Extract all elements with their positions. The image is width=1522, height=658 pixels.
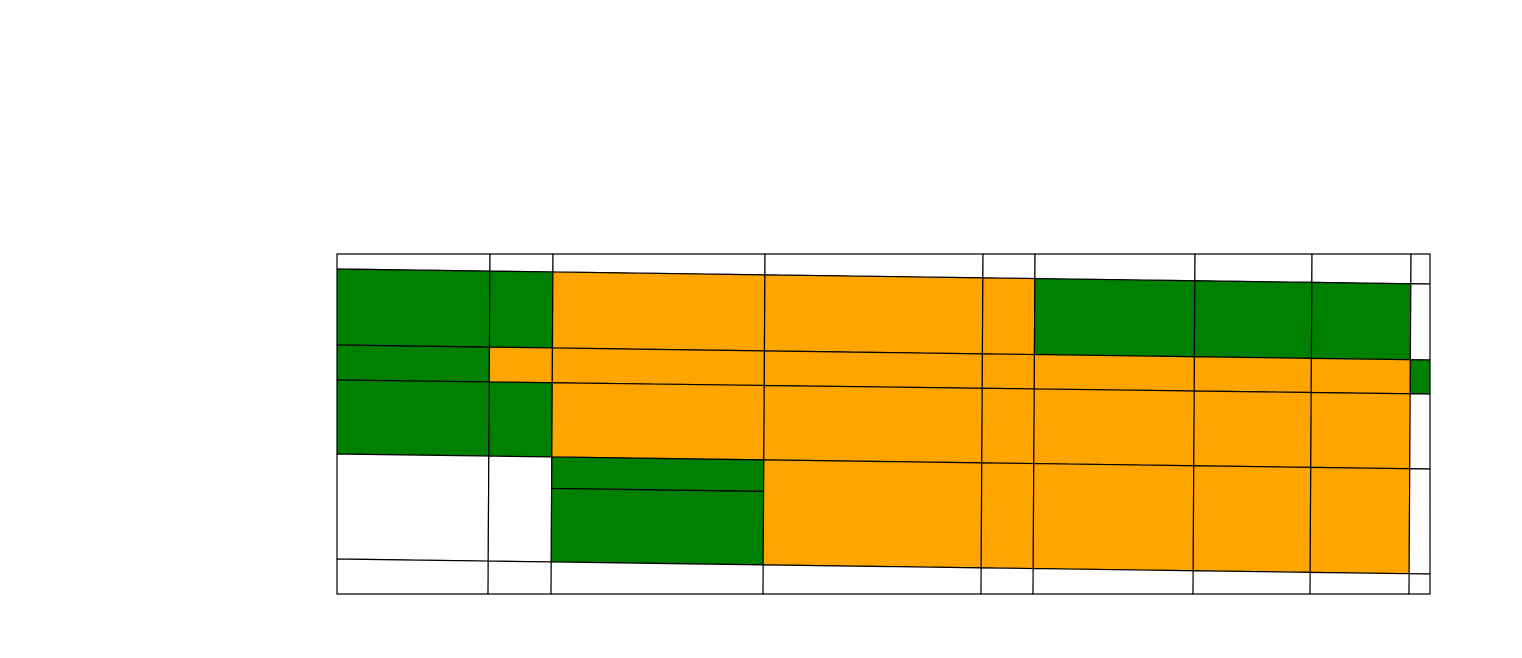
tile-r0-c8	[1410, 253, 1431, 285]
tile-r3-c2	[551, 382, 765, 461]
tile-r2-c6	[1193, 356, 1312, 394]
tile-r3-c4	[981, 387, 1035, 465]
tile-r3-c7	[1310, 391, 1411, 470]
tile-r0-c2	[552, 253, 766, 276]
tile-r4-c8	[1408, 468, 1431, 575]
tile-r4-c3	[762, 459, 983, 569]
tile-r0-c3	[764, 253, 984, 279]
tile-r4-c4	[980, 462, 1035, 570]
tile-r2-c7	[1310, 357, 1411, 395]
tile-r1-c7	[1310, 281, 1412, 361]
tile-r1-c0	[336, 268, 491, 348]
tile-r0-c6	[1194, 253, 1313, 283]
tile-r0-c4	[982, 253, 1036, 280]
tile-r1-c8	[1409, 283, 1431, 361]
tile-r2-c5	[1033, 353, 1196, 392]
tile-r4-c2-a	[551, 456, 765, 492]
tile-r3-c1	[488, 381, 553, 458]
tile-r0-c7	[1311, 253, 1412, 285]
tile-r0-c5	[1034, 253, 1196, 282]
tile-r1-c4	[981, 277, 1036, 356]
tile-r5-c7	[1309, 571, 1410, 595]
tile-r3-c0	[336, 379, 490, 457]
tile-r3-c8	[1409, 393, 1431, 470]
tile-r3-c6	[1193, 390, 1312, 468]
tile-r5-c3	[762, 564, 982, 595]
tile-r1-c5	[1033, 277, 1196, 358]
tile-r5-c5	[1032, 567, 1194, 595]
tile-r2-c3	[763, 350, 984, 389]
tile-r1-c2	[551, 271, 766, 352]
tile-r2-c0	[336, 344, 491, 383]
tile-r4-c2-b	[550, 487, 765, 566]
tile-r2-c8	[1409, 359, 1431, 395]
tile-r2-c2	[551, 347, 766, 387]
tile-r5-c0	[336, 558, 489, 595]
tile-r1-c6	[1193, 280, 1313, 359]
tile-r3-c5	[1033, 388, 1195, 467]
tile-r4-c0	[336, 453, 490, 562]
tile-r3-c3	[763, 384, 983, 464]
tile-r4-c6	[1192, 465, 1312, 573]
tile-r1-c3	[763, 274, 984, 355]
tile-r5-c8	[1408, 573, 1431, 595]
tile-r2-c4	[981, 353, 1036, 390]
tile-r0-c1	[489, 253, 554, 273]
tile-r0-c0	[336, 253, 491, 272]
tile-r5-c1	[487, 560, 552, 595]
tile-r4-c1	[487, 455, 553, 563]
tile-r2-c1	[488, 346, 554, 384]
tile-r5-c4	[980, 567, 1034, 595]
tile-r5-c6	[1192, 570, 1311, 595]
tile-r5-c2	[550, 561, 764, 595]
tile-r4-c5	[1032, 462, 1195, 572]
tile-r1-c1	[488, 270, 554, 349]
tile-r4-c7	[1309, 466, 1411, 575]
